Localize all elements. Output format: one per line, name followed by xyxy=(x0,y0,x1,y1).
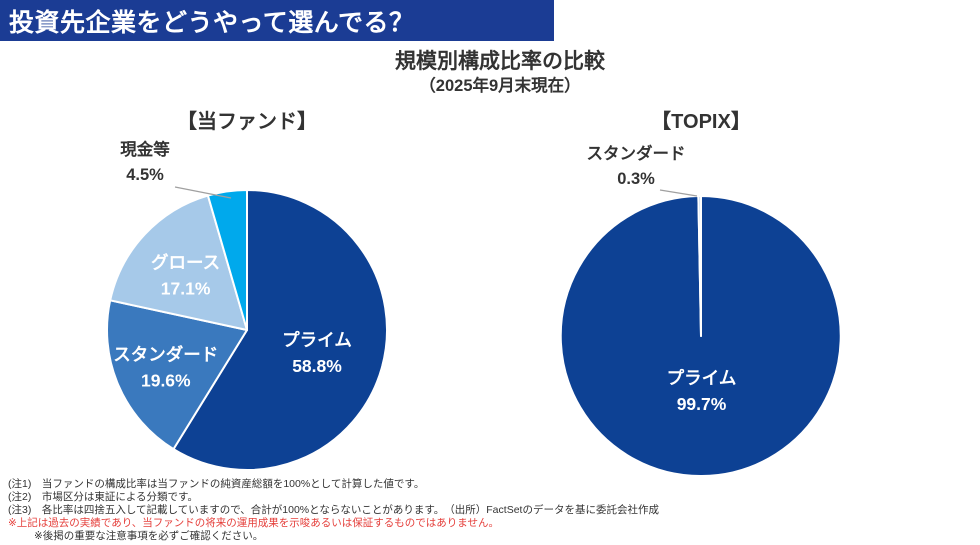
footnote-3: (注3) 各比率は四捨五入して記載していますので、合計が100%とならないことが… xyxy=(8,504,659,516)
fund-chart-panel: 【当ファンド】 現金等 4.5% プライム 58.8% スタンダード 19.6% グロー… xyxy=(67,110,427,510)
topix-chart-panel: 【TOPIX】 スタンダード 0.3% プライム 99.7% xyxy=(521,110,881,510)
cash-slice-callout: 現金等 4.5% xyxy=(95,138,195,188)
footnotes: (注1) 当ファンドの構成比率は当ファンドの純資産総額を100%として計算した値… xyxy=(8,478,659,543)
slice-label-2: グロース 17.1% xyxy=(151,253,220,299)
fund-chart-title: 【当ファンド】 xyxy=(177,111,317,133)
footnote-2: (注2) 市場区分は東証による分類です。 xyxy=(8,491,198,503)
fund-pie-chart: プライム 58.8% スタンダード 19.6% グロース 17.1% xyxy=(106,186,388,471)
footnote-disclaimer: ※上記は過去の実績であり、当ファンドの将来の運用成果を示唆あるいは保証するもので… xyxy=(8,517,499,529)
pie-slice-1 xyxy=(106,299,248,451)
slice-label-1: スタンダード 19.6% xyxy=(113,345,218,391)
page-header-bar: 投資先企業をどうやって選んでる？ xyxy=(0,0,554,41)
standard-slice-label: スタンダード xyxy=(586,145,686,163)
footnote-confirm: ※後掲の重要な注意事項を必ずご確認ください。 xyxy=(34,530,264,542)
topix-chart-title: 【TOPIX】 xyxy=(651,111,751,133)
cash-slice-label: 現金等 xyxy=(120,141,170,159)
pie-slice-3 xyxy=(206,189,248,331)
standard-slice-callout: スタンダード 0.3% xyxy=(576,142,696,192)
standard-slice-value: 0.3% xyxy=(617,170,655,188)
cash-slice-value: 4.5% xyxy=(126,166,164,184)
pie-slice-0 xyxy=(172,189,388,471)
page-title: 投資先企業をどうやって選んでる？ xyxy=(9,8,415,37)
pie-slice-1 xyxy=(697,194,702,337)
main-title-block: 規模別構成比率の比較 （2025年9月末現在） xyxy=(260,49,740,97)
callout-leader-line xyxy=(659,189,698,197)
topix-pie-chart: プライム 99.7% xyxy=(559,189,842,477)
callout-leader-line xyxy=(174,186,232,199)
chart-date-subtitle: （2025年9月末現在） xyxy=(419,77,581,95)
slice-label-0: プライム 58.8% xyxy=(282,330,352,376)
footnote-1: (注1) 当ファンドの構成比率は当ファンドの純資産総額を100%として計算した値… xyxy=(8,478,425,490)
slice-label-0: プライム 99.7% xyxy=(667,368,737,414)
chart-main-title: 規模別構成比率の比較 xyxy=(395,50,605,73)
pie-slice-2 xyxy=(109,194,248,331)
